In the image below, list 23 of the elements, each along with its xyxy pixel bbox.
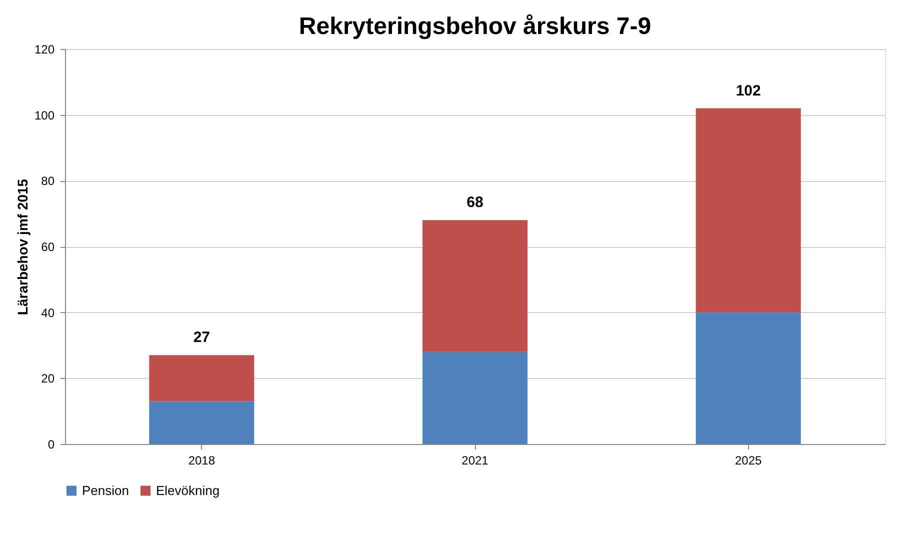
chart-title: Rekryteringsbehov årskurs 7-9 (298, 13, 652, 40)
y-tick-label: 0 (48, 438, 55, 452)
total-label: 102 (736, 82, 761, 100)
x-tick-label: 2018 (188, 454, 216, 468)
y-tick-label: 40 (41, 306, 55, 320)
y-tick-label: 100 (34, 108, 55, 122)
y-tick-label: 60 (41, 240, 55, 254)
x-tick-label: 2025 (734, 454, 762, 468)
y-tick-label: 120 (34, 42, 55, 56)
legend-label: Elevökning (156, 482, 220, 498)
y-axis-title: Lärarbehov jmf 2015 (14, 178, 30, 316)
bar (696, 108, 801, 312)
y-tick-label: 80 (41, 174, 55, 188)
bar (422, 352, 528, 444)
y-tick-label: 20 (41, 372, 55, 386)
bar (149, 355, 254, 402)
legend-label: Pension (82, 482, 129, 498)
total-label: 68 (466, 194, 484, 212)
total-label: 27 (193, 329, 210, 346)
bar (696, 312, 801, 444)
bar (149, 401, 254, 444)
bar (422, 220, 528, 352)
x-tick-label: 2021 (462, 454, 489, 468)
